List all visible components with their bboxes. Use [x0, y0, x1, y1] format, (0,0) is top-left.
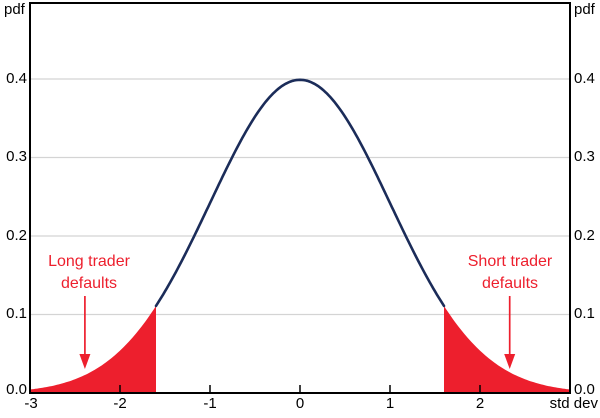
x-axis-title: std dev — [549, 395, 598, 412]
y-tick-label-left-0.2: 0.2 — [6, 227, 27, 244]
y-tick-label-left-0.4: 0.4 — [6, 70, 27, 87]
x-tick-label--3: -3 — [24, 395, 38, 412]
annotation-line: Long trader — [48, 253, 130, 270]
y-tick-label-right-0.3: 0.3 — [574, 148, 595, 165]
x-tick-label-2: 2 — [475, 395, 485, 412]
shaded-tail-right — [444, 305, 570, 393]
x-tick-label--2: -2 — [113, 395, 127, 412]
y-tick-label-right-0.2: 0.2 — [574, 227, 595, 244]
y-tick-label-right-0.4: 0.4 — [574, 70, 595, 87]
annotation-line: defaults — [481, 275, 539, 292]
annotation-short-trader-defaults: Short trader defaults — [440, 251, 580, 295]
x-tick-label-0: 0 — [295, 395, 305, 412]
annotation-arrowhead-left — [79, 354, 91, 369]
plot-border — [29, 2, 571, 394]
y-tick-label-left-0.0: 0.0 — [6, 381, 27, 398]
y-tick-label-left-0.1: 0.1 — [6, 305, 27, 322]
y-axis-title-left: pdf — [4, 1, 25, 18]
x-tick-label-1: 1 — [385, 395, 395, 412]
x-tick-label--1: -1 — [203, 395, 217, 412]
annotation-arrowhead-right — [504, 354, 516, 369]
y-tick-label-right-0.1: 0.1 — [574, 305, 595, 322]
y-tick-label-left-0.3: 0.3 — [6, 148, 27, 165]
normal-pdf-curve — [154, 78, 446, 308]
shaded-tail-left — [30, 305, 156, 393]
annotation-long-trader-defaults: Long trader defaults — [19, 251, 159, 295]
y-tick-label-right-0.0: 0.0 — [574, 381, 595, 398]
annotation-line: defaults — [60, 275, 118, 292]
y-axis-title-right: pdf — [574, 1, 595, 18]
annotation-line: Short trader — [467, 253, 553, 270]
